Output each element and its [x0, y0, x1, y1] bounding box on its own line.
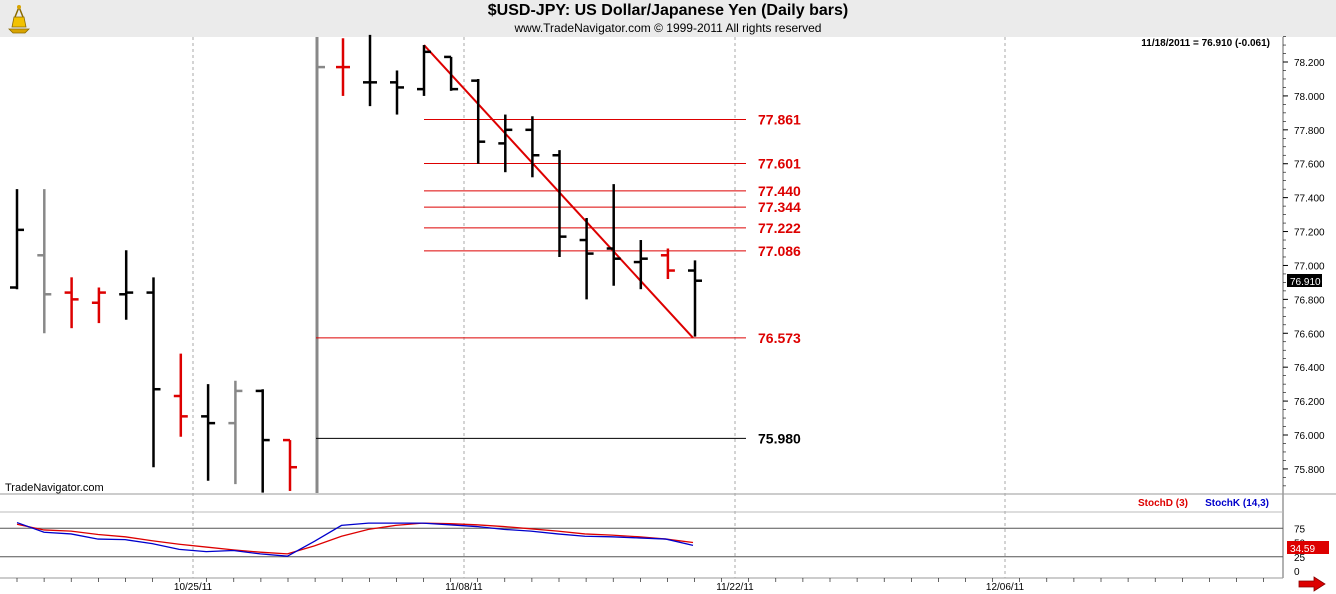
stoch-last-label: 34.59: [1290, 544, 1315, 555]
ohlc-bar: [64, 277, 79, 329]
ohlc-bar: [688, 260, 702, 337]
date-axis: 10/25/11 11/08/11 11/22/11 12/06/11: [16, 578, 1264, 593]
price-axis: 78.200 78.000 77.800 77.600 77.400 77.200 77.0…: [1283, 36, 1325, 487]
y-tick-label: 77.000: [1294, 261, 1325, 272]
chart-subtitle: www.TradeNavigator.com © 1999-2011 All r…: [514, 21, 822, 35]
last-price-label: 76.910: [1290, 277, 1321, 288]
level-label: 77.601: [758, 156, 801, 172]
stochastic-panel: 7550250: [0, 521, 1306, 578]
y-tick-label: 77.600: [1294, 160, 1325, 171]
ohlc-bar: [336, 38, 350, 96]
ohlc-bar: [146, 277, 161, 468]
level-label: 77.086: [758, 243, 801, 259]
ohlc-bar: [606, 184, 621, 286]
ohlc-bar: [91, 287, 106, 324]
y-tick-label: 77.400: [1294, 194, 1325, 205]
level-label: 76.573: [758, 330, 801, 346]
y-tick-label: 75.800: [1294, 465, 1325, 476]
scroll-right-arrow-icon[interactable]: [1298, 576, 1326, 592]
level-label: 75.980: [758, 430, 801, 446]
x-tick-label: 11/22/11: [716, 582, 754, 593]
stoch-last-box: [1287, 541, 1329, 554]
chart-title: $USD-JPY: US Dollar/Japanese Yen (Daily …: [487, 2, 849, 19]
ohlc-bar: [579, 217, 594, 300]
stoch-k-label: StochK (14,3): [1205, 498, 1269, 509]
level-label: 77.222: [758, 220, 801, 236]
y-tick-label: 78.200: [1294, 58, 1325, 69]
x-tick-label: 11/08/11: [445, 582, 483, 593]
ohlc-bar: [525, 116, 540, 178]
ohlc-bar: [173, 353, 188, 437]
level-label: 77.861: [758, 111, 801, 127]
y-tick-label: 77.800: [1294, 126, 1325, 137]
stoch-y-label: 0: [1294, 567, 1300, 578]
stoch-d-label: StochD (3): [1138, 498, 1188, 509]
level-label: 77.344: [758, 199, 801, 215]
ohlc-bar: [552, 150, 567, 257]
watermark: TradeNavigator.com: [5, 482, 104, 494]
y-tick-label: 76.600: [1294, 329, 1325, 340]
x-tick-label: 10/25/11: [174, 582, 213, 593]
y-tick-label: 77.200: [1294, 228, 1325, 239]
ohlc-bar: [471, 78, 486, 164]
y-tick-label: 76.400: [1294, 363, 1325, 374]
ohlc-bar: [283, 438, 297, 491]
vertical-grid: [192, 37, 1006, 578]
ohlc-bar: [228, 380, 243, 485]
ohlc-bar: [119, 250, 134, 320]
quote-readout: 11/18/2011 = 76.910 (-0.061): [1141, 38, 1270, 49]
ohlc-bar: [417, 45, 431, 96]
ohlc-bar: [444, 55, 459, 91]
ohlc-bar: [660, 248, 675, 280]
trade-navigator-logo-icon: [8, 4, 30, 34]
y-tick-label: 76.800: [1294, 295, 1325, 306]
stoch-y-label: 25: [1294, 553, 1306, 564]
ohlc-bar: [255, 389, 270, 493]
ohlc-bars: [10, 34, 702, 493]
ohlc-bar: [498, 114, 513, 173]
ohlc-bar: [10, 189, 24, 290]
level-label: 77.440: [758, 183, 801, 199]
ohlc-bar: [363, 34, 377, 107]
title-bar: [0, 0, 1336, 37]
ohlc-bar: [201, 384, 216, 481]
y-tick-label: 76.000: [1294, 431, 1325, 442]
last-price-box: [1287, 274, 1322, 287]
ohlc-bar: [390, 70, 404, 115]
ohlc-bar: [37, 189, 52, 334]
stoch-series-line: [16, 522, 694, 555]
y-tick-label: 78.000: [1294, 92, 1325, 103]
stoch-y-label: 75: [1294, 524, 1306, 535]
x-tick-label: 12/06/11: [986, 582, 1025, 593]
ohlc-bar: [633, 240, 648, 290]
stoch-series-line: [16, 521, 694, 557]
y-tick-label: 76.200: [1294, 397, 1325, 408]
